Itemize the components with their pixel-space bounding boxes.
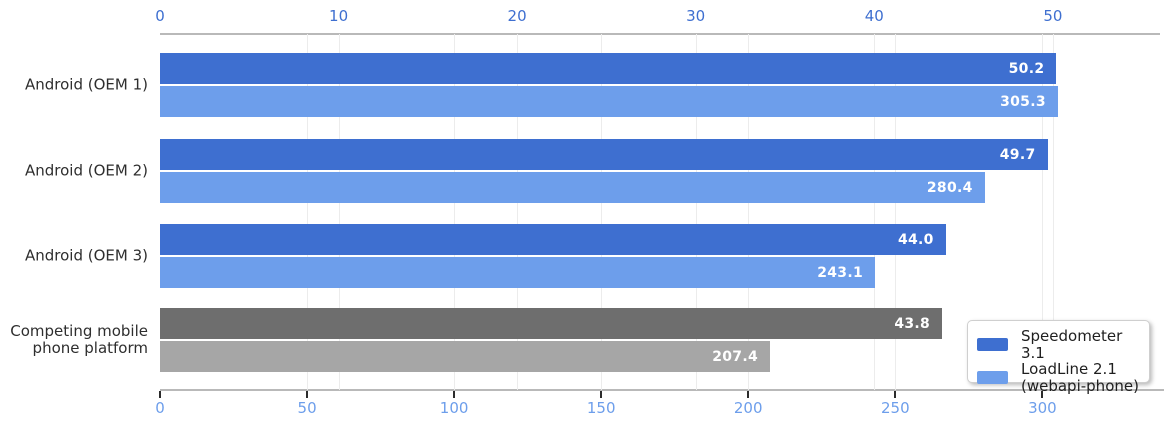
top-tick-label-0: 0	[155, 7, 165, 25]
gridline-bottom-300	[1042, 34, 1044, 390]
bar-value-label: 50.2	[1008, 60, 1045, 77]
category-label-3: Competing mobile phone platform	[10, 321, 148, 357]
bottom-tick-mark-300	[1041, 391, 1044, 398]
gridline-bottom-150	[601, 34, 603, 390]
top-tick-label-30: 30	[686, 7, 706, 25]
bar-value-label: 49.7	[999, 146, 1036, 163]
top-tick-label-20: 20	[507, 7, 527, 25]
gridline-top-10	[338, 34, 340, 390]
bar-series1-cat1: 280.4	[160, 172, 985, 203]
bar-value-label: 207.4	[712, 348, 758, 365]
bar-value-label: 280.4	[926, 179, 973, 196]
bottom-tick-mark-0	[159, 391, 161, 398]
bottom-tick-label-300: 300	[1028, 399, 1057, 417]
legend-label: Speedometer 3.1	[1021, 327, 1123, 362]
bottom-tick-label-50: 50	[297, 399, 317, 417]
category-label-2: Android (OEM 3)	[24, 246, 148, 265]
bottom-tick-label-0: 0	[155, 399, 165, 417]
legend-entry-1: LoadLine 2.1 (webapi-phone)	[977, 361, 1140, 394]
bottom-tick-mark-150	[600, 391, 603, 398]
top-axis-spine	[160, 33, 1160, 35]
bottom-axis-spine	[160, 389, 1164, 391]
gridline-bottom-100	[454, 34, 456, 390]
bar-value-label: 243.1	[817, 264, 863, 281]
gridline-bottom-50	[307, 34, 309, 390]
gridline-top-30	[695, 34, 697, 390]
gridline-bottom-250	[895, 34, 897, 390]
bottom-tick-mark-100	[453, 391, 456, 398]
top-tick-label-10: 10	[329, 7, 349, 25]
gridline-top-20	[517, 34, 519, 390]
legend-swatch-icon	[977, 371, 1008, 384]
top-tick-label-40: 40	[864, 7, 884, 25]
bar-series0-cat1: 49.7	[160, 139, 1048, 170]
bar-value-label: 305.3	[1000, 93, 1046, 110]
gridline-bottom-200	[748, 34, 750, 390]
legend-label: LoadLine 2.1 (webapi-phone)	[1021, 360, 1139, 395]
bottom-tick-label-250: 250	[880, 399, 910, 417]
legend-swatch-icon	[977, 338, 1008, 351]
bottom-tick-label-150: 150	[586, 399, 616, 417]
bottom-tick-mark-50	[306, 391, 309, 398]
bar-series0-cat0: 50.2	[160, 53, 1057, 84]
gridline-top-40	[874, 34, 876, 390]
bar-series1-cat3: 207.4	[160, 341, 770, 372]
bar-value-label: 44.0	[897, 231, 934, 248]
category-label-0: Android (OEM 1)	[24, 75, 148, 94]
legend: Speedometer 3.1 LoadLine 2.1 (webapi-phon…	[967, 320, 1150, 394]
gridline-top-50	[1052, 34, 1054, 390]
bottom-tick-label-200: 200	[733, 399, 763, 417]
bar-series0-cat3: 43.8	[160, 308, 943, 339]
top-tick-label-50: 50	[1043, 7, 1063, 25]
plot-area: 50.2 49.7 44.0 43.8 305.3 280.4 243.1 207.4	[160, 34, 1160, 390]
bar-value-label: 43.8	[894, 315, 931, 332]
bottom-tick-mark-200	[747, 391, 750, 398]
bar-series0-cat2: 44.0	[160, 224, 946, 255]
bottom-tick-label-100: 100	[439, 399, 469, 417]
bottom-tick-mark-250	[894, 391, 897, 398]
legend-entry-0: Speedometer 3.1	[977, 328, 1140, 361]
bar-series1-cat0: 305.3	[160, 86, 1058, 117]
bar-series1-cat2: 243.1	[160, 257, 875, 288]
category-label-1: Android (OEM 2)	[24, 161, 148, 180]
